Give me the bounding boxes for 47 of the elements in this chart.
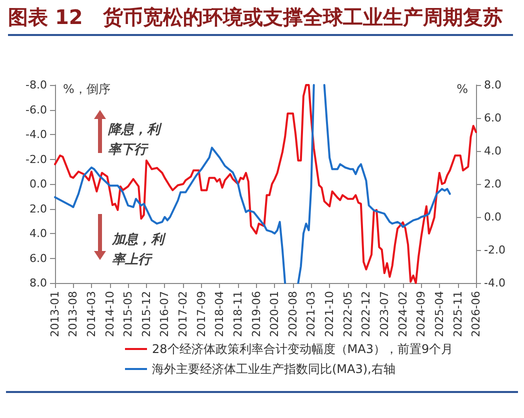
y2-tick-label: -4.0 [484,276,506,290]
y-tick-label: -8.0 [26,78,47,92]
x-tick-label: 2025-04 [432,291,446,337]
x-tick-label: 2021-03 [304,291,318,337]
y2-tick-label: 6.0 [484,112,502,124]
annotation: 加息，利率上行 [111,232,166,268]
y-tick-label: 2.0 [30,202,47,216]
x-tick-label: 2016-07 [158,291,172,337]
y-tick-label: 0.0 [30,178,47,190]
x-tick-label: 2019-06 [250,291,263,337]
x-tick-label: 2022-05 [341,291,354,337]
x-tick-label: 2015-05 [122,291,135,337]
x-tick-label: 2014-10 [103,291,116,337]
legend-label: 28个经济体政策利率合计变动幅度（MA3），前置9个月 [152,342,454,356]
x-tick-label: 2015-12 [140,291,153,337]
y2-tick-label: -2.0 [484,244,506,256]
x-tick-label: 2021-10 [323,291,336,337]
x-tick-label: 2017-02 [176,291,190,337]
y2-tick-label: 8.0 [484,78,502,92]
y2-tick-label: 2.0 [484,178,502,190]
x-tick-label: 2018-11 [232,291,245,337]
y-tick-label: -2.0 [26,152,47,166]
x-tick-label: 2025-11 [451,291,464,337]
x-tick-label: 2018-04 [213,291,226,337]
x-tick-label: 2023-07 [378,291,391,337]
legend-label: 海外主要经济体工业生产指数同比(MA3),右轴 [152,362,396,376]
y-tick-label: -6.0 [26,103,47,116]
y-tick-label: -4.0 [26,128,47,141]
x-tick-label: 2022-12 [360,291,373,337]
x-tick-label: 2017-09 [194,291,208,337]
y-tick-label: 4.0 [30,227,47,240]
y2-tick-label: 4.0 [484,144,502,158]
x-tick-label: 2020-01 [268,291,282,337]
y-axis-title: %，倒序 [63,82,110,96]
y-tick-label: 6.0 [30,252,47,265]
x-tick-label: 2013-08 [66,291,80,337]
y2-tick-label: 0.0 [484,210,502,224]
x-tick-label: 2024-09 [414,291,428,337]
chart-title: 图表 12 货币宽松的环境或支撑全球工业生产周期复苏 [8,5,513,36]
x-tick-label: 2014-03 [84,291,98,337]
annotation: 降息，利率下行 [107,122,162,158]
x-tick-label: 2026-06 [470,291,482,337]
y-tick-label: 8.0 [30,276,47,290]
x-tick-label: 2013-01 [48,291,62,337]
x-tick-label: 2020-08 [286,291,300,337]
y2-axis-title: % [456,82,468,96]
x-tick-label: 2024-02 [396,291,410,337]
